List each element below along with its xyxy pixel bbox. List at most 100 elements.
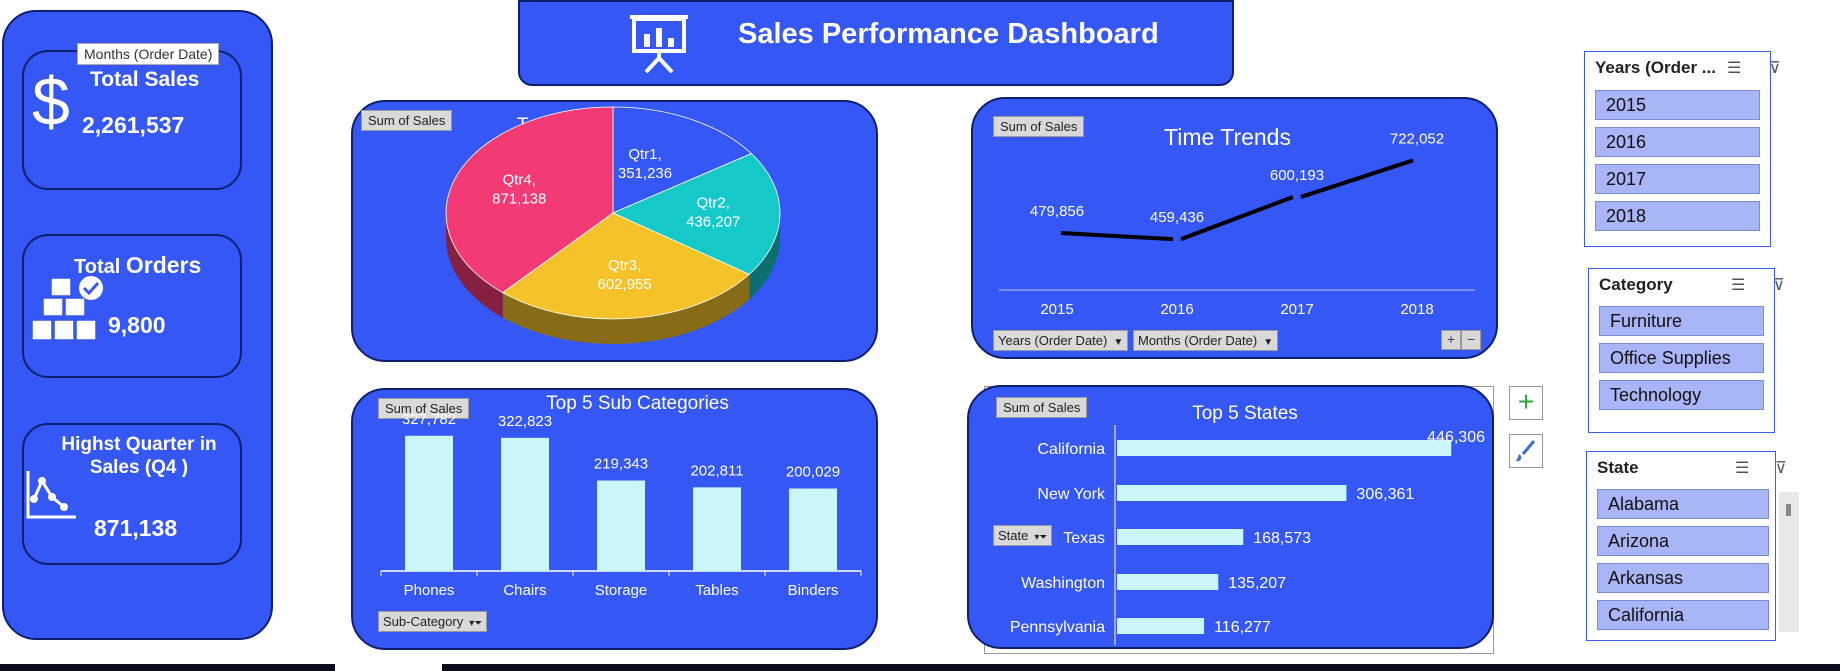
add-element-button[interactable]: + [1509,386,1543,420]
page-title: Sales Performance Dashboard [738,18,1159,50]
hbar-texas[interactable] [1117,529,1244,545]
pie-chart: Qtr1, 351,236 Qtr2, 436,207 Qtr3, 602,955 Qtr4… [445,106,781,344]
pie-slice-side-qtr4 [446,213,503,318]
hbar-washington[interactable] [1117,574,1219,590]
kpi-card-total-orders: Total Orders 9,800 [22,234,242,378]
hbar-california[interactable] [1117,440,1452,456]
bar-x-tick-label: Phones [404,582,455,599]
line-chart-title: Time Trends [1164,124,1291,150]
hbar-data-label: 135,207 [1228,575,1286,592]
expand-icon[interactable]: + [1441,330,1461,350]
state-slicer-item[interactable]: Alabama [1597,489,1769,519]
multi-select-icon[interactable]: ☰ [1727,60,1742,77]
sub-category-filter-label: Sub-Category [383,614,464,629]
kpi-total-sales-value: 2,261,537 [82,112,185,138]
pie-field-tag[interactable]: Sum of Sales [361,110,453,131]
hbar-category-label: California [1037,441,1105,458]
pie-value-label: 351,236 [618,165,672,182]
state-slicer-item[interactable]: Arizona [1597,526,1769,556]
hbar-category-label: New York [1037,486,1106,503]
bar-tables[interactable] [693,487,741,571]
bar-phones[interactable] [405,435,453,571]
years-slicer: Years (Order ... ☰ ⊽ 2015 2016 2017 2018 [1584,51,1781,247]
years-filter-dropdown[interactable]: Years (Order Date) ▼ [993,330,1129,351]
kpi-highest-quarter-value: 871,138 [94,515,178,541]
pie-value-label: 436,207 [686,214,740,231]
multi-select-icon[interactable]: ☰ [1735,460,1750,477]
hbar-category-label: Texas [1063,530,1105,547]
line-chart: 479,856 2015 459,436 2016 600,193 2017 722,052… [999,130,1475,318]
bar-chart-title: Top 5 Sub Categories [546,393,729,414]
pie-slice-side-qtr2 [749,213,780,300]
line-chart-icon [26,471,76,519]
state-slicer-scrollbar[interactable] [1779,492,1799,632]
line-segment [1300,158,1414,199]
category-slicer-item[interactable]: Furniture [1599,306,1764,336]
bar-binders[interactable] [789,488,837,571]
bar-chairs[interactable] [501,437,549,571]
category-slicer: Category ☰ ⊽ Furniture Office Supplies T… [1588,268,1785,433]
years-slicer-item[interactable]: 2017 [1595,164,1760,194]
collapse-icon[interactable]: − [1461,330,1481,350]
years-slicer-item[interactable]: 2015 [1595,90,1760,120]
bar-field-tag[interactable]: Sum of Sales [378,398,470,419]
kpi-total-orders-label-part1: Total [74,256,126,278]
bar-storage[interactable] [597,480,645,571]
filter-icon: ▾⏷ [1034,532,1048,543]
hbar-data-label: 168,573 [1253,530,1311,547]
paintbrush-icon [1516,440,1536,462]
sub-category-filter-dropdown[interactable]: Sub-Category ▾⏷ [378,611,488,632]
kpi-total-orders-label: Total Orders [74,252,201,279]
states-chart-panel [967,385,1494,649]
years-filter-label: Years (Order Date) [998,333,1108,348]
pie-category-label: Qtr1, [628,146,661,163]
chevron-down-icon: ▼ [1263,337,1274,348]
bottom-bar-right [442,664,1840,671]
kpi-total-sales-label: Total Sales [90,68,200,91]
years-slicer-item[interactable]: 2018 [1595,201,1760,231]
pie-slice-qtr2[interactable] [612,153,781,275]
pie-category-label: Qtr3, [608,257,641,274]
states-field-tag[interactable]: Sum of Sales [996,397,1088,418]
category-slicer-item[interactable]: Office Supplies [1599,343,1764,373]
clear-filter-icon[interactable]: ⊽ [1769,60,1781,77]
line-x-tick-label: 2015 [1040,301,1073,318]
state-slicer-title: State [1597,458,1639,477]
chart-style-button[interactable] [1509,434,1543,468]
category-slicer-item[interactable]: Technology [1599,380,1764,410]
months-filter-label: Months (Order Date) [1138,333,1258,348]
pie-slice-qtr4[interactable] [445,106,614,294]
hbar-category-label: Pennsylvania [1010,619,1105,636]
bar-x-tick-label: Tables [695,582,738,599]
kpi-card-total-sales: $ Total Sales 2,261,537 [22,50,242,190]
presentation-board-icon [630,15,688,74]
bar-chart: 327,782 Phones 322,823 Chairs 219,343 Storage… [380,411,862,599]
state-filter-dropdown[interactable]: State ▾⏷ [993,525,1053,546]
scrollbar-thumb[interactable] [1786,504,1791,516]
clear-filter-icon[interactable]: ⊽ [1773,277,1785,294]
dollar-icon: $ [32,64,70,140]
bar-x-tick-label: Storage [595,582,648,599]
state-slicer: State ☰ ⊽ Alabama Arizona Arkansas Calif… [1586,451,1799,641]
multi-select-icon[interactable]: ☰ [1731,277,1746,294]
state-slicer-item[interactable]: California [1597,600,1769,630]
pie-value-label: 871,138 [492,191,546,208]
hbar-pennsylvania[interactable] [1117,618,1205,634]
months-filter-dropdown[interactable]: Months (Order Date) ▼ [1133,330,1279,351]
bar-data-label: 322,823 [498,413,552,430]
hbar-new-york[interactable] [1117,485,1347,501]
state-slicer-item[interactable]: Arkansas [1597,563,1769,593]
pie-slice-qtr1[interactable] [612,106,753,214]
header-banner: Sales Performance Dashboard [518,0,1234,86]
pie-slice-qtr3[interactable] [501,212,750,320]
hbar-category-label: Washington [1021,575,1105,592]
line-field-tag[interactable]: Sum of Sales [993,116,1085,137]
line-x-tick-label: 2018 [1400,301,1433,318]
hbar-data-label: 116,277 [1214,619,1271,636]
years-slicer-item[interactable]: 2016 [1595,127,1760,157]
boxes-check-icon [31,276,103,341]
line-segment [1180,195,1294,242]
kpi-total-orders-value: 9,800 [108,312,166,338]
line-x-tick-label: 2016 [1160,301,1193,318]
clear-filter-icon[interactable]: ⊽ [1775,460,1787,477]
